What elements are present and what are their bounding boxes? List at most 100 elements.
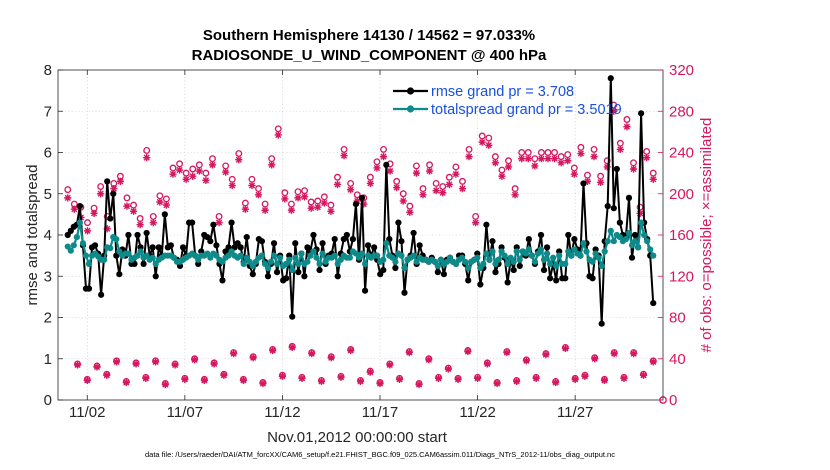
rmse-point xyxy=(143,229,150,237)
rmse-point xyxy=(562,275,569,282)
obs-assimilated-marker xyxy=(294,194,302,202)
obs-assimilated-marker xyxy=(171,361,179,369)
obs-possible-marker xyxy=(380,145,387,153)
totalspread-point xyxy=(546,260,554,267)
obs-possible-marker xyxy=(445,173,453,181)
axes: 11/02 11/07 11/12 11/17 11/22 11/270123456780… xyxy=(44,62,694,421)
rmse-point xyxy=(331,236,338,243)
totalspread-point xyxy=(270,252,278,259)
x-axis-label: Nov.01,2012 00:00:00 start xyxy=(267,429,448,446)
obs-assimilated-marker xyxy=(478,138,486,146)
rmse-point xyxy=(134,231,141,239)
totalspread-point xyxy=(410,252,417,259)
obs-assimilated-marker xyxy=(600,376,609,385)
obs-assimilated-marker xyxy=(503,348,511,357)
obs-assimilated-marker xyxy=(531,162,539,170)
totalspread-point xyxy=(543,250,551,257)
rmse-point xyxy=(310,231,317,239)
totalspread-point xyxy=(486,256,493,263)
obs-assimilated-marker xyxy=(202,176,210,184)
legend-totalspread-marker xyxy=(406,105,415,113)
rmse-point xyxy=(580,180,587,187)
obs-assimilated-marker xyxy=(639,371,648,379)
rmse-point xyxy=(210,221,217,228)
rmse-point xyxy=(349,236,357,243)
obs-assimilated-marker xyxy=(347,346,355,355)
rmse-point xyxy=(401,289,408,296)
totalspread-point xyxy=(331,252,338,259)
rmse-point xyxy=(295,269,302,276)
totalspread-point xyxy=(568,252,575,259)
rmse-point xyxy=(343,231,350,239)
obs-assimilated-marker xyxy=(90,209,98,217)
totalspread-point xyxy=(73,233,80,241)
rmse-point xyxy=(489,238,496,245)
obs-assimilated-marker xyxy=(327,207,335,215)
rmse-point xyxy=(465,277,472,284)
obs-assimilated-marker xyxy=(366,368,374,376)
rmse-point xyxy=(319,240,326,247)
obs-assimilated-marker xyxy=(564,157,572,165)
obs-possible-marker xyxy=(189,165,197,173)
obs-assimilated-marker xyxy=(215,219,223,227)
obs-assimilated-marker xyxy=(235,156,243,164)
obs-assimilated-marker xyxy=(629,165,638,173)
rmse-point xyxy=(189,219,196,226)
rmse-point xyxy=(213,242,220,249)
legend-totalspread-label: totalspread grand pr = 3.5019 xyxy=(431,102,622,118)
totalspread-point xyxy=(361,260,369,267)
obs-assimilated-marker xyxy=(300,193,309,201)
totalspread-point xyxy=(85,260,93,267)
obs-assimilated-marker xyxy=(353,197,361,205)
y-tick-label: 0 xyxy=(44,392,52,409)
totalspread-point xyxy=(462,258,469,265)
totalspread-point xyxy=(70,242,77,249)
obs-assimilated-marker xyxy=(181,375,189,383)
obs-assimilated-marker xyxy=(412,169,421,177)
obs-assimilated-marker xyxy=(557,159,565,167)
totalspread-point xyxy=(607,227,614,234)
rmse-point xyxy=(616,219,623,226)
y-tick-label: 6 xyxy=(44,145,52,162)
obs-possible-marker xyxy=(623,116,631,123)
rmse-point xyxy=(483,221,490,228)
rmse-point xyxy=(292,240,299,247)
totalspread-point xyxy=(67,247,74,254)
rmse-point xyxy=(631,231,639,239)
obs-assimilated-marker xyxy=(241,205,249,213)
obs-assimilated-marker xyxy=(239,376,248,385)
totalspread-point xyxy=(580,240,587,247)
obs-assimilated-marker xyxy=(360,200,368,208)
totalspread-point xyxy=(641,231,648,239)
obs-assimilated-marker xyxy=(630,349,638,358)
rmse-point xyxy=(416,242,423,249)
obs-assimilated-marker xyxy=(281,195,289,203)
obs-assimilated-marker xyxy=(175,166,184,174)
obs-assimilated-marker xyxy=(83,227,92,235)
totalspread-point xyxy=(595,254,602,261)
rmse-point xyxy=(283,275,290,282)
rmse-point xyxy=(161,211,168,218)
obs-assimilated-marker xyxy=(220,371,228,379)
obs-assimilated-marker xyxy=(254,191,263,199)
totalspread-point xyxy=(401,264,408,272)
rmse-point xyxy=(504,279,511,286)
rmse-point xyxy=(207,238,214,245)
obs-assimilated-marker xyxy=(356,377,365,386)
rmse-point xyxy=(152,273,159,280)
obs-assimilated-marker xyxy=(230,349,238,358)
rmse-point xyxy=(510,266,517,274)
obs-possible-marker xyxy=(531,155,539,163)
legend-rmse-label: rmse grand pr = 3.708 xyxy=(431,84,574,100)
totalspread-point xyxy=(528,252,535,259)
totalspread-point xyxy=(489,248,496,255)
totalspread-point xyxy=(137,248,144,255)
totalspread-point xyxy=(313,254,320,261)
rmse-point xyxy=(440,271,448,278)
rmse-point xyxy=(98,291,105,298)
totalspread-point xyxy=(113,236,120,243)
obs-assimilated-marker xyxy=(259,379,267,388)
obs-assimilated-marker xyxy=(524,155,532,163)
rmse-point xyxy=(110,190,117,197)
rmse-point xyxy=(358,194,366,201)
